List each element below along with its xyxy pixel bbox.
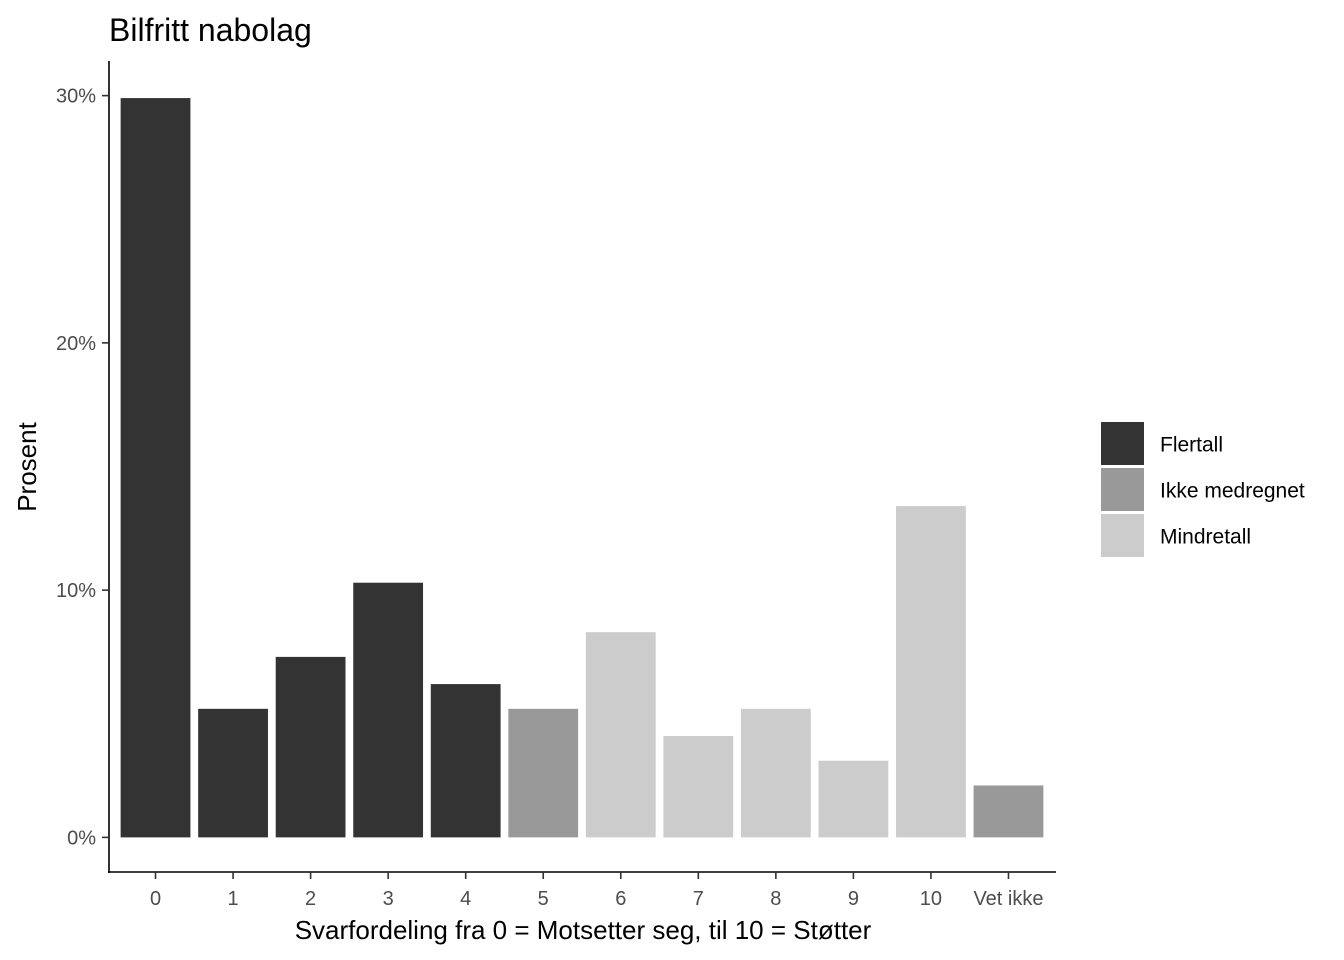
legend-key-ikke-medregnet: [1101, 468, 1144, 511]
x-tick-label: 1: [228, 888, 239, 910]
x-tick-label: 10: [920, 888, 942, 910]
y-axis-title: Prosent: [12, 421, 42, 511]
bar-3: [353, 582, 424, 838]
bar-10: [896, 506, 966, 838]
x-tick-label: 5: [538, 888, 549, 910]
y-tick-label: 30%: [56, 86, 96, 108]
x-tick-label: 4: [460, 888, 471, 910]
bar-0: [120, 98, 191, 838]
y-tick-label: 20%: [56, 333, 96, 355]
legend-key-flertall: [1101, 422, 1144, 465]
bar-7: [663, 736, 734, 838]
x-tick-label: 0: [150, 888, 161, 910]
y-ticks-group: 0% 10% 20% 30%: [56, 86, 109, 849]
chart-title: Bilfritt nabolag: [109, 12, 312, 48]
bar-5: [508, 708, 579, 838]
legend-label: Ikke medregnet: [1160, 480, 1305, 503]
x-tick-label: 2: [305, 888, 316, 910]
x-axis-title: Svarfordeling fra 0 = Motsetter seg, til…: [295, 915, 872, 945]
bar-9: [818, 760, 889, 838]
x-tick-label: 9: [848, 888, 859, 910]
x-tick-label: 8: [770, 888, 781, 910]
legend-label: Mindretall: [1160, 526, 1251, 549]
legend: Flertall Ikke medregnet Mindretall: [1101, 422, 1305, 557]
bar-vet-ikke: [973, 785, 1044, 838]
bar-4: [430, 684, 501, 838]
legend-label: Flertall: [1160, 434, 1223, 457]
legend-key-mindretall: [1101, 514, 1144, 557]
x-tick-label: Vet ikke: [973, 888, 1043, 910]
x-ticks-group: 0 1 2 3 4 5 6 7 8 9 10 Vet ikke: [150, 872, 1043, 910]
x-tick-label: 3: [383, 888, 394, 910]
bar-8: [740, 708, 811, 838]
bar-2: [275, 656, 346, 838]
bars-group: [120, 98, 1044, 838]
x-tick-label: 7: [693, 888, 704, 910]
bar-6: [585, 632, 656, 838]
y-tick-label: 0%: [67, 827, 96, 849]
x-tick-label: 6: [615, 888, 626, 910]
y-tick-label: 10%: [56, 580, 96, 602]
bar-1: [198, 708, 268, 838]
